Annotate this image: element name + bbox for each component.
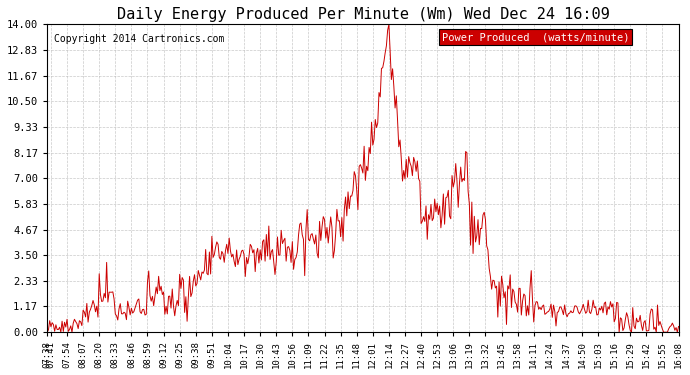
Text: Copyright 2014 Cartronics.com: Copyright 2014 Cartronics.com [54, 34, 224, 44]
Title: Daily Energy Produced Per Minute (Wm) Wed Dec 24 16:09: Daily Energy Produced Per Minute (Wm) We… [117, 7, 609, 22]
Text: Power Produced  (watts/minute): Power Produced (watts/minute) [442, 32, 629, 42]
